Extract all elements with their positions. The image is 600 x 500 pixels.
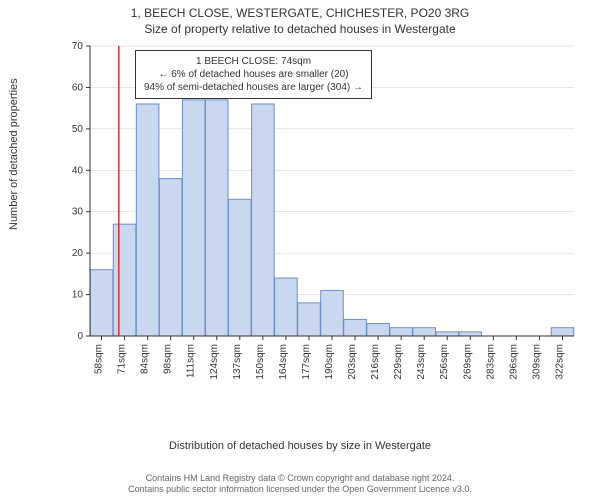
annotation-line1: 1 BEECH CLOSE: 74sqm	[144, 55, 363, 68]
svg-text:71sqm: 71sqm	[117, 344, 128, 374]
svg-text:20: 20	[72, 248, 84, 259]
svg-text:229sqm: 229sqm	[393, 344, 404, 380]
svg-text:84sqm: 84sqm	[140, 344, 151, 374]
svg-text:322sqm: 322sqm	[554, 344, 565, 380]
svg-text:60: 60	[72, 82, 84, 93]
y-axis-label: Number of detached properties	[8, 78, 20, 230]
svg-text:164sqm: 164sqm	[278, 344, 289, 380]
svg-text:203sqm: 203sqm	[347, 344, 358, 380]
svg-text:70: 70	[72, 42, 84, 52]
footer-line2: Contains public sector information licen…	[0, 484, 600, 496]
svg-text:111sqm: 111sqm	[186, 344, 197, 378]
svg-text:177sqm: 177sqm	[301, 344, 312, 380]
svg-text:269sqm: 269sqm	[462, 344, 473, 380]
chart-title-line1: 1, BEECH CLOSE, WESTERGATE, CHICHESTER, …	[0, 6, 600, 20]
annotation-line3: 94% of semi-detached houses are larger (…	[144, 81, 363, 94]
svg-text:309sqm: 309sqm	[531, 344, 542, 380]
svg-text:124sqm: 124sqm	[209, 344, 220, 380]
svg-text:50: 50	[72, 124, 84, 135]
svg-text:0: 0	[77, 331, 83, 342]
svg-text:150sqm: 150sqm	[255, 344, 266, 380]
x-axis-label: Distribution of detached houses by size …	[0, 440, 600, 452]
svg-text:216sqm: 216sqm	[370, 344, 381, 380]
svg-text:283sqm: 283sqm	[485, 344, 496, 380]
svg-text:256sqm: 256sqm	[439, 344, 450, 380]
svg-text:58sqm: 58sqm	[94, 344, 105, 374]
svg-text:10: 10	[72, 290, 84, 301]
svg-text:296sqm: 296sqm	[508, 344, 519, 380]
annotation-box: 1 BEECH CLOSE: 74sqm ← 6% of detached ho…	[135, 50, 372, 99]
svg-text:190sqm: 190sqm	[324, 344, 335, 380]
svg-text:30: 30	[72, 207, 84, 218]
footer-line1: Contains HM Land Registry data © Crown c…	[0, 473, 600, 485]
annotation-line2: ← 6% of detached houses are smaller (20)	[144, 68, 363, 81]
svg-text:98sqm: 98sqm	[163, 344, 174, 374]
footer-attribution: Contains HM Land Registry data © Crown c…	[0, 473, 600, 496]
svg-text:243sqm: 243sqm	[416, 344, 427, 380]
chart-title-line2: Size of property relative to detached ho…	[0, 22, 600, 36]
svg-text:40: 40	[72, 165, 84, 176]
svg-text:137sqm: 137sqm	[232, 344, 243, 380]
